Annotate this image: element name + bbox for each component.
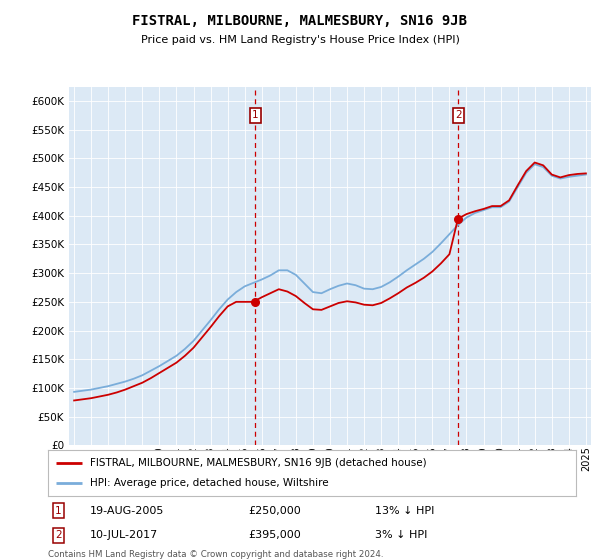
Text: 19-AUG-2005: 19-AUG-2005 (90, 506, 164, 516)
Text: FISTRAL, MILBOURNE, MALMESBURY, SN16 9JB (detached house): FISTRAL, MILBOURNE, MALMESBURY, SN16 9JB… (90, 458, 427, 468)
Text: 13% ↓ HPI: 13% ↓ HPI (376, 506, 435, 516)
Text: Contains HM Land Registry data © Crown copyright and database right 2024.
This d: Contains HM Land Registry data © Crown c… (48, 550, 383, 560)
Text: 2: 2 (455, 110, 462, 120)
Text: 1: 1 (252, 110, 259, 120)
Text: 1: 1 (55, 506, 62, 516)
Text: 3% ↓ HPI: 3% ↓ HPI (376, 530, 428, 540)
Text: £250,000: £250,000 (248, 506, 301, 516)
Text: 2: 2 (55, 530, 62, 540)
Text: 10-JUL-2017: 10-JUL-2017 (90, 530, 158, 540)
Text: £395,000: £395,000 (248, 530, 301, 540)
Text: Price paid vs. HM Land Registry's House Price Index (HPI): Price paid vs. HM Land Registry's House … (140, 35, 460, 45)
Text: FISTRAL, MILBOURNE, MALMESBURY, SN16 9JB: FISTRAL, MILBOURNE, MALMESBURY, SN16 9JB (133, 14, 467, 28)
Text: HPI: Average price, detached house, Wiltshire: HPI: Average price, detached house, Wilt… (90, 478, 329, 488)
